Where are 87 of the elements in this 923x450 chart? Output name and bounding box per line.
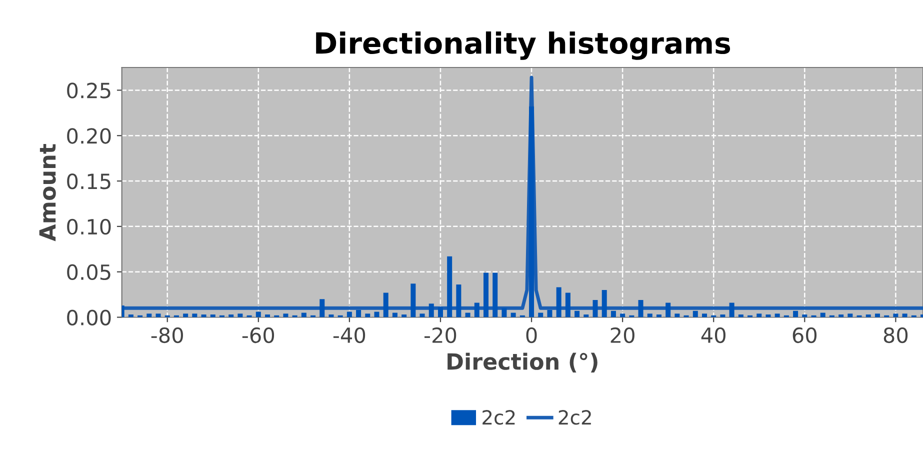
bar — [547, 310, 552, 318]
bar — [902, 314, 908, 318]
bar — [201, 314, 206, 318]
bar — [456, 284, 462, 318]
bar — [365, 314, 370, 318]
y-tick-label: 0.25 — [67, 82, 110, 98]
bar — [474, 302, 480, 318]
x-tick-label: -20 — [424, 327, 456, 344]
bar — [392, 312, 398, 318]
bar — [702, 314, 708, 318]
bar — [238, 314, 243, 318]
bar — [820, 312, 826, 318]
bar — [674, 314, 680, 318]
y-tick-label: 0.10 — [67, 218, 111, 235]
bar — [893, 314, 898, 318]
bar — [848, 314, 853, 318]
legend-label: 2c2 — [558, 410, 591, 425]
bar — [410, 284, 416, 318]
bar — [666, 302, 671, 318]
bar — [656, 314, 662, 318]
bar — [156, 314, 161, 318]
y-axis-title: Amount — [39, 144, 56, 242]
bar — [492, 272, 498, 318]
bar — [692, 310, 698, 318]
bar — [420, 314, 425, 318]
bar — [301, 312, 306, 318]
bar — [620, 314, 626, 318]
bar — [866, 314, 871, 318]
bar — [374, 312, 380, 318]
bar — [565, 292, 570, 318]
y-tick-label: 0.15 — [67, 173, 110, 190]
x-tick-label: -60 — [242, 327, 274, 344]
bar — [383, 292, 388, 318]
bar — [228, 314, 234, 318]
bar — [874, 314, 880, 318]
bar — [584, 314, 589, 318]
bar — [729, 302, 734, 318]
bar — [465, 312, 470, 318]
bar — [256, 312, 261, 318]
bar — [556, 287, 562, 318]
x-tick-label: 0 — [526, 327, 537, 344]
bar — [283, 314, 288, 318]
bar — [502, 308, 507, 318]
bar — [720, 314, 726, 318]
bar — [484, 272, 489, 318]
x-axis-title: Direction (°) — [448, 352, 598, 373]
bar — [610, 310, 616, 318]
bar — [192, 314, 198, 318]
chart-title: Directionality histograms — [316, 31, 730, 60]
bar — [146, 314, 152, 318]
bar — [638, 300, 644, 318]
x-tick-label: 20 — [610, 327, 634, 344]
y-tick-label: 0.00 — [67, 310, 111, 326]
bar — [510, 312, 516, 318]
bar — [447, 256, 452, 318]
y-tick-label: 0.20 — [67, 128, 111, 144]
bar — [574, 310, 580, 318]
bar — [793, 310, 798, 318]
bar — [402, 314, 407, 318]
bar — [538, 312, 544, 318]
bar — [756, 314, 762, 318]
legend-label: 2c2 — [482, 410, 515, 425]
bar — [356, 310, 362, 318]
bar — [346, 312, 352, 318]
bar — [210, 314, 216, 318]
bar — [802, 314, 808, 318]
bar — [428, 304, 434, 318]
x-tick-label: -80 — [151, 327, 183, 344]
x-tick-label: 80 — [884, 327, 908, 344]
x-tick-label: 40 — [701, 327, 726, 344]
bar — [838, 314, 844, 318]
y-tick-label: 0.05 — [67, 264, 110, 280]
x-tick-label: -40 — [333, 327, 366, 344]
bar — [128, 314, 134, 318]
bar — [320, 299, 325, 318]
bar — [592, 300, 598, 318]
bar — [766, 314, 771, 318]
bar — [529, 106, 534, 318]
bar — [738, 314, 744, 318]
bar — [328, 314, 334, 318]
x-tick-label: 60 — [792, 327, 817, 344]
bar — [647, 314, 652, 318]
bar — [265, 314, 270, 318]
bar — [438, 307, 443, 318]
bar — [602, 290, 607, 318]
bar — [183, 314, 188, 318]
bar — [774, 314, 780, 318]
